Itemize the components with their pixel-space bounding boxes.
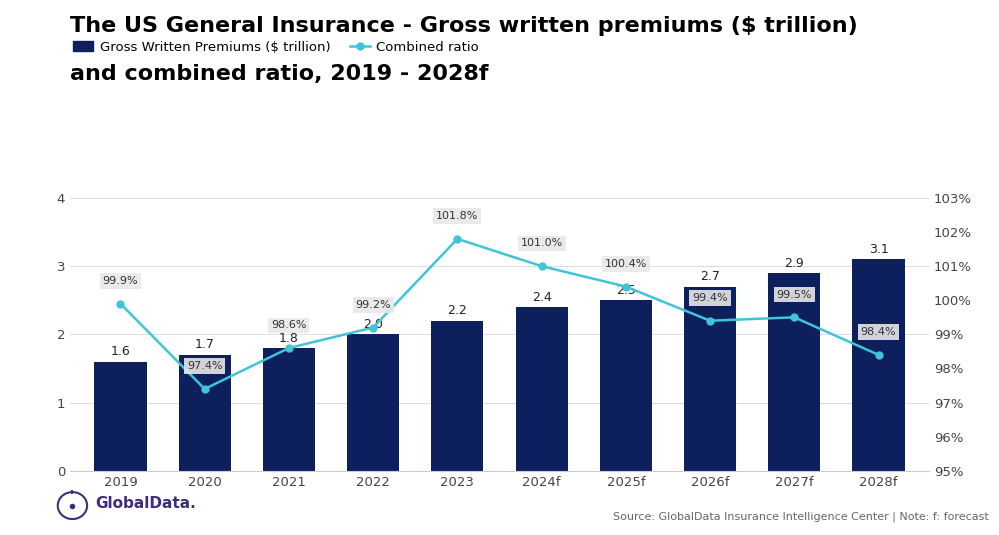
Text: 2.0: 2.0: [364, 318, 383, 331]
Bar: [599, 300, 652, 471]
Text: 2.9: 2.9: [784, 257, 804, 270]
Text: 1.7: 1.7: [195, 339, 215, 351]
Text: 99.5%: 99.5%: [776, 289, 812, 300]
Bar: [515, 307, 567, 471]
Text: 101.8%: 101.8%: [437, 211, 479, 221]
Text: 98.4%: 98.4%: [861, 327, 896, 337]
Text: 2.7: 2.7: [700, 270, 720, 283]
Bar: [94, 362, 147, 471]
Text: 2.4: 2.4: [531, 291, 551, 304]
Bar: [347, 334, 400, 471]
Bar: [263, 348, 315, 471]
Bar: [768, 273, 820, 471]
Text: GlobalData.: GlobalData.: [95, 496, 196, 511]
Text: and combined ratio, 2019 - 2028f: and combined ratio, 2019 - 2028f: [70, 64, 489, 84]
Text: 99.2%: 99.2%: [356, 300, 391, 310]
Text: 101.0%: 101.0%: [520, 239, 562, 248]
Bar: [179, 355, 231, 471]
Text: Source: GlobalData Insurance Intelligence Center | Note: f: forecast: Source: GlobalData Insurance Intelligenc…: [613, 511, 989, 522]
Text: 99.9%: 99.9%: [103, 276, 138, 286]
Text: 2.2: 2.2: [448, 304, 468, 317]
Bar: [684, 287, 736, 471]
Text: 98.6%: 98.6%: [271, 320, 307, 330]
Text: 2.5: 2.5: [616, 284, 635, 297]
Text: 100.4%: 100.4%: [604, 259, 647, 269]
Text: 3.1: 3.1: [869, 243, 888, 256]
Bar: [432, 320, 484, 471]
Text: 99.4%: 99.4%: [692, 293, 728, 303]
Text: 1.6: 1.6: [111, 345, 130, 358]
Text: 97.4%: 97.4%: [187, 361, 223, 371]
Bar: [852, 259, 905, 471]
Legend: Gross Written Premiums ($ trillion), Combined ratio: Gross Written Premiums ($ trillion), Com…: [68, 35, 485, 59]
Text: 1.8: 1.8: [279, 332, 299, 345]
Text: The US General Insurance - Gross written premiums ($ trillion): The US General Insurance - Gross written…: [70, 16, 858, 36]
